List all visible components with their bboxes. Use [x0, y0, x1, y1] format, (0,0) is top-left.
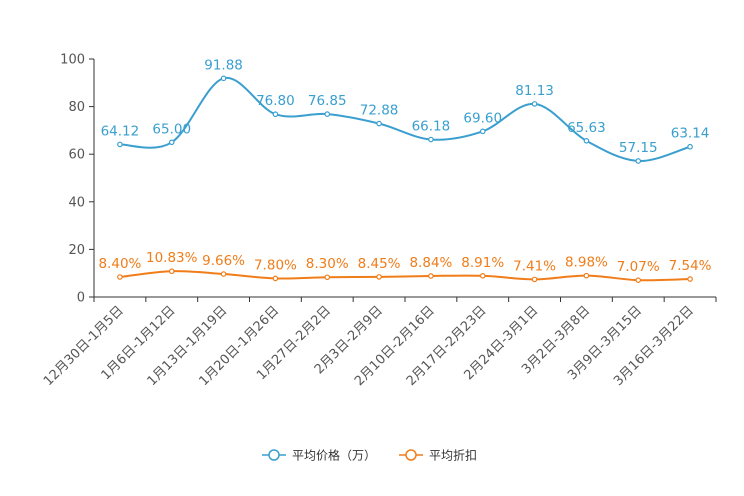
data-label: 9.66% [202, 253, 245, 269]
legend-marker [268, 449, 280, 461]
data-point [220, 75, 227, 82]
data-label: 7.07% [617, 259, 660, 275]
data-point [376, 120, 382, 127]
data-label: 8.98% [565, 255, 608, 271]
y-tick-label: 60 [68, 148, 85, 163]
data-label: 57.15 [619, 140, 658, 156]
data-label: 8.84% [409, 255, 452, 271]
data-label: 7.80% [254, 257, 297, 273]
data-label: 7.41% [513, 258, 556, 274]
data-point [687, 143, 693, 150]
data-point [428, 136, 434, 143]
data-point [272, 111, 279, 118]
y-tick-label: 20 [68, 243, 85, 258]
data-label: 66.18 [412, 118, 451, 134]
y-tick-label: 80 [68, 100, 85, 115]
data-label: 63.14 [671, 126, 710, 142]
data-point [220, 271, 227, 277]
series-line [119, 270, 691, 282]
data-point [479, 128, 486, 135]
legend-label: 平均价格（万） [292, 448, 376, 463]
data-point [583, 138, 590, 144]
data-label: 8.91% [461, 255, 504, 271]
data-label: 76.85 [308, 93, 347, 109]
data-point [168, 139, 175, 146]
data-point [168, 268, 175, 275]
data-point [272, 275, 279, 282]
data-point [583, 272, 590, 279]
data-label: 69.60 [463, 110, 502, 126]
legend[interactable]: 平均价格（万） 平均折扣 [262, 448, 477, 463]
legend-item-1[interactable]: 平均价格（万） [262, 448, 376, 463]
data-label: 64.12 [101, 123, 140, 139]
data-label: 8.40% [98, 256, 141, 272]
data-point [531, 276, 538, 283]
data-label: 8.30% [306, 256, 349, 272]
data-label: 76.80 [256, 93, 295, 109]
data-point [479, 272, 486, 279]
data-point [428, 273, 434, 279]
data-label: 65.00 [152, 121, 191, 137]
data-point [635, 277, 642, 283]
data-point [117, 274, 123, 280]
data-label: 72.88 [360, 103, 399, 119]
data-point [324, 274, 331, 281]
legend-label: 平均折扣 [429, 448, 477, 463]
data-label: 81.13 [515, 83, 554, 99]
data-label: 10.83% [146, 250, 198, 266]
series-2: 8.40% 10.83% 9.66% 7.80% 8.30% 8.45% 8.84% 8.91… [98, 250, 712, 283]
data-point [117, 141, 123, 148]
y-tick-label: 40 [68, 195, 85, 210]
series-group: 64.12 65.00 91.88 76.80 76.85 72.88 66.18 69.60… [98, 57, 712, 283]
y-tick-label: 0 [77, 291, 85, 306]
data-label: 8.45% [358, 256, 401, 272]
data-point [635, 158, 642, 164]
data-label: 65.63 [567, 120, 606, 136]
data-label: 7.54% [669, 258, 712, 274]
data-point [531, 101, 538, 107]
data-point [687, 276, 693, 282]
legend-marker [405, 449, 417, 461]
series-1: 64.12 65.00 91.88 76.80 76.85 72.88 66.18 69.60… [101, 57, 710, 164]
legend-item-2[interactable]: 平均折扣 [399, 448, 477, 463]
y-tick-label: 100 [60, 53, 85, 68]
data-label: 91.88 [204, 57, 243, 73]
data-point [324, 111, 331, 117]
data-point [376, 274, 382, 280]
